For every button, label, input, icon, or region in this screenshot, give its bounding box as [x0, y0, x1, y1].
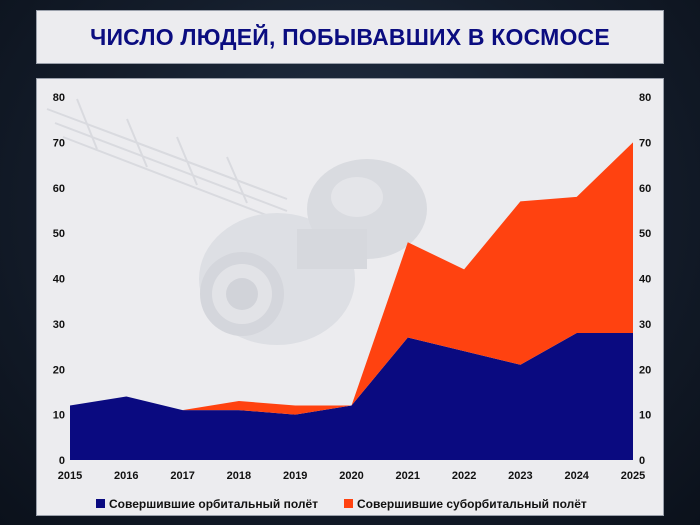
y-tick-right-3: 30 [639, 319, 651, 331]
y-tick-right-5: 50 [639, 228, 651, 240]
page-title: ЧИСЛО ЛЮДЕЙ, ПОБЫВАВШИХ В КОСМОСЕ [90, 23, 610, 50]
y-tick-left-3: 30 [53, 319, 65, 331]
y-tick-left-2: 20 [53, 364, 65, 376]
x-tick-0: 2015 [58, 470, 82, 482]
legend-swatch-1 [96, 499, 105, 508]
x-tick-5: 2020 [339, 470, 363, 482]
x-tick-7: 2022 [452, 470, 476, 482]
chart-panel: 0 0 10 10 20 20 30 30 40 40 50 50 60 60 70 70 80 80 2015 20… [36, 78, 664, 516]
y-tick-left-8: 80 [53, 92, 65, 104]
x-tick-3: 2018 [227, 470, 251, 482]
x-tick-10: 2025 [621, 470, 645, 482]
x-tick-1: 2016 [114, 470, 138, 482]
y-tick-right-6: 60 [639, 183, 651, 195]
y-tick-right-0: 0 [639, 455, 645, 467]
y-tick-left-7: 70 [53, 137, 65, 149]
x-tick-9: 2024 [564, 470, 589, 482]
title-panel: ЧИСЛО ЛЮДЕЙ, ПОБЫВАВШИХ В КОСМОСЕ [36, 10, 664, 64]
legend: Совершившие орбитальный полёт Совершившие… [96, 497, 587, 511]
legend-swatch-2 [344, 499, 353, 508]
x-tick-4: 2019 [283, 470, 307, 482]
legend-label-1: Совершившие орбитальный полёт [109, 497, 318, 511]
spacecraft-background-image [46, 98, 427, 345]
y-tick-right-7: 70 [639, 137, 651, 149]
y-tick-right-2: 20 [639, 364, 651, 376]
y-tick-left-4: 40 [53, 274, 65, 286]
series-area-1 [70, 332, 633, 460]
y-tick-left-0: 0 [59, 455, 65, 467]
x-tick-8: 2023 [508, 470, 532, 482]
x-tick-2: 2017 [170, 470, 194, 482]
x-tick-6: 2021 [396, 470, 420, 482]
y-tick-left-5: 50 [53, 228, 65, 240]
y-tick-right-1: 10 [639, 410, 651, 422]
series-area-2 [70, 142, 633, 415]
legend-label-2: Совершившие суборбитальный полёт [357, 497, 587, 511]
y-tick-left-1: 10 [53, 410, 65, 422]
y-tick-left-6: 60 [53, 183, 65, 195]
y-tick-right-8: 80 [639, 92, 651, 104]
y-tick-right-4: 40 [639, 274, 651, 286]
